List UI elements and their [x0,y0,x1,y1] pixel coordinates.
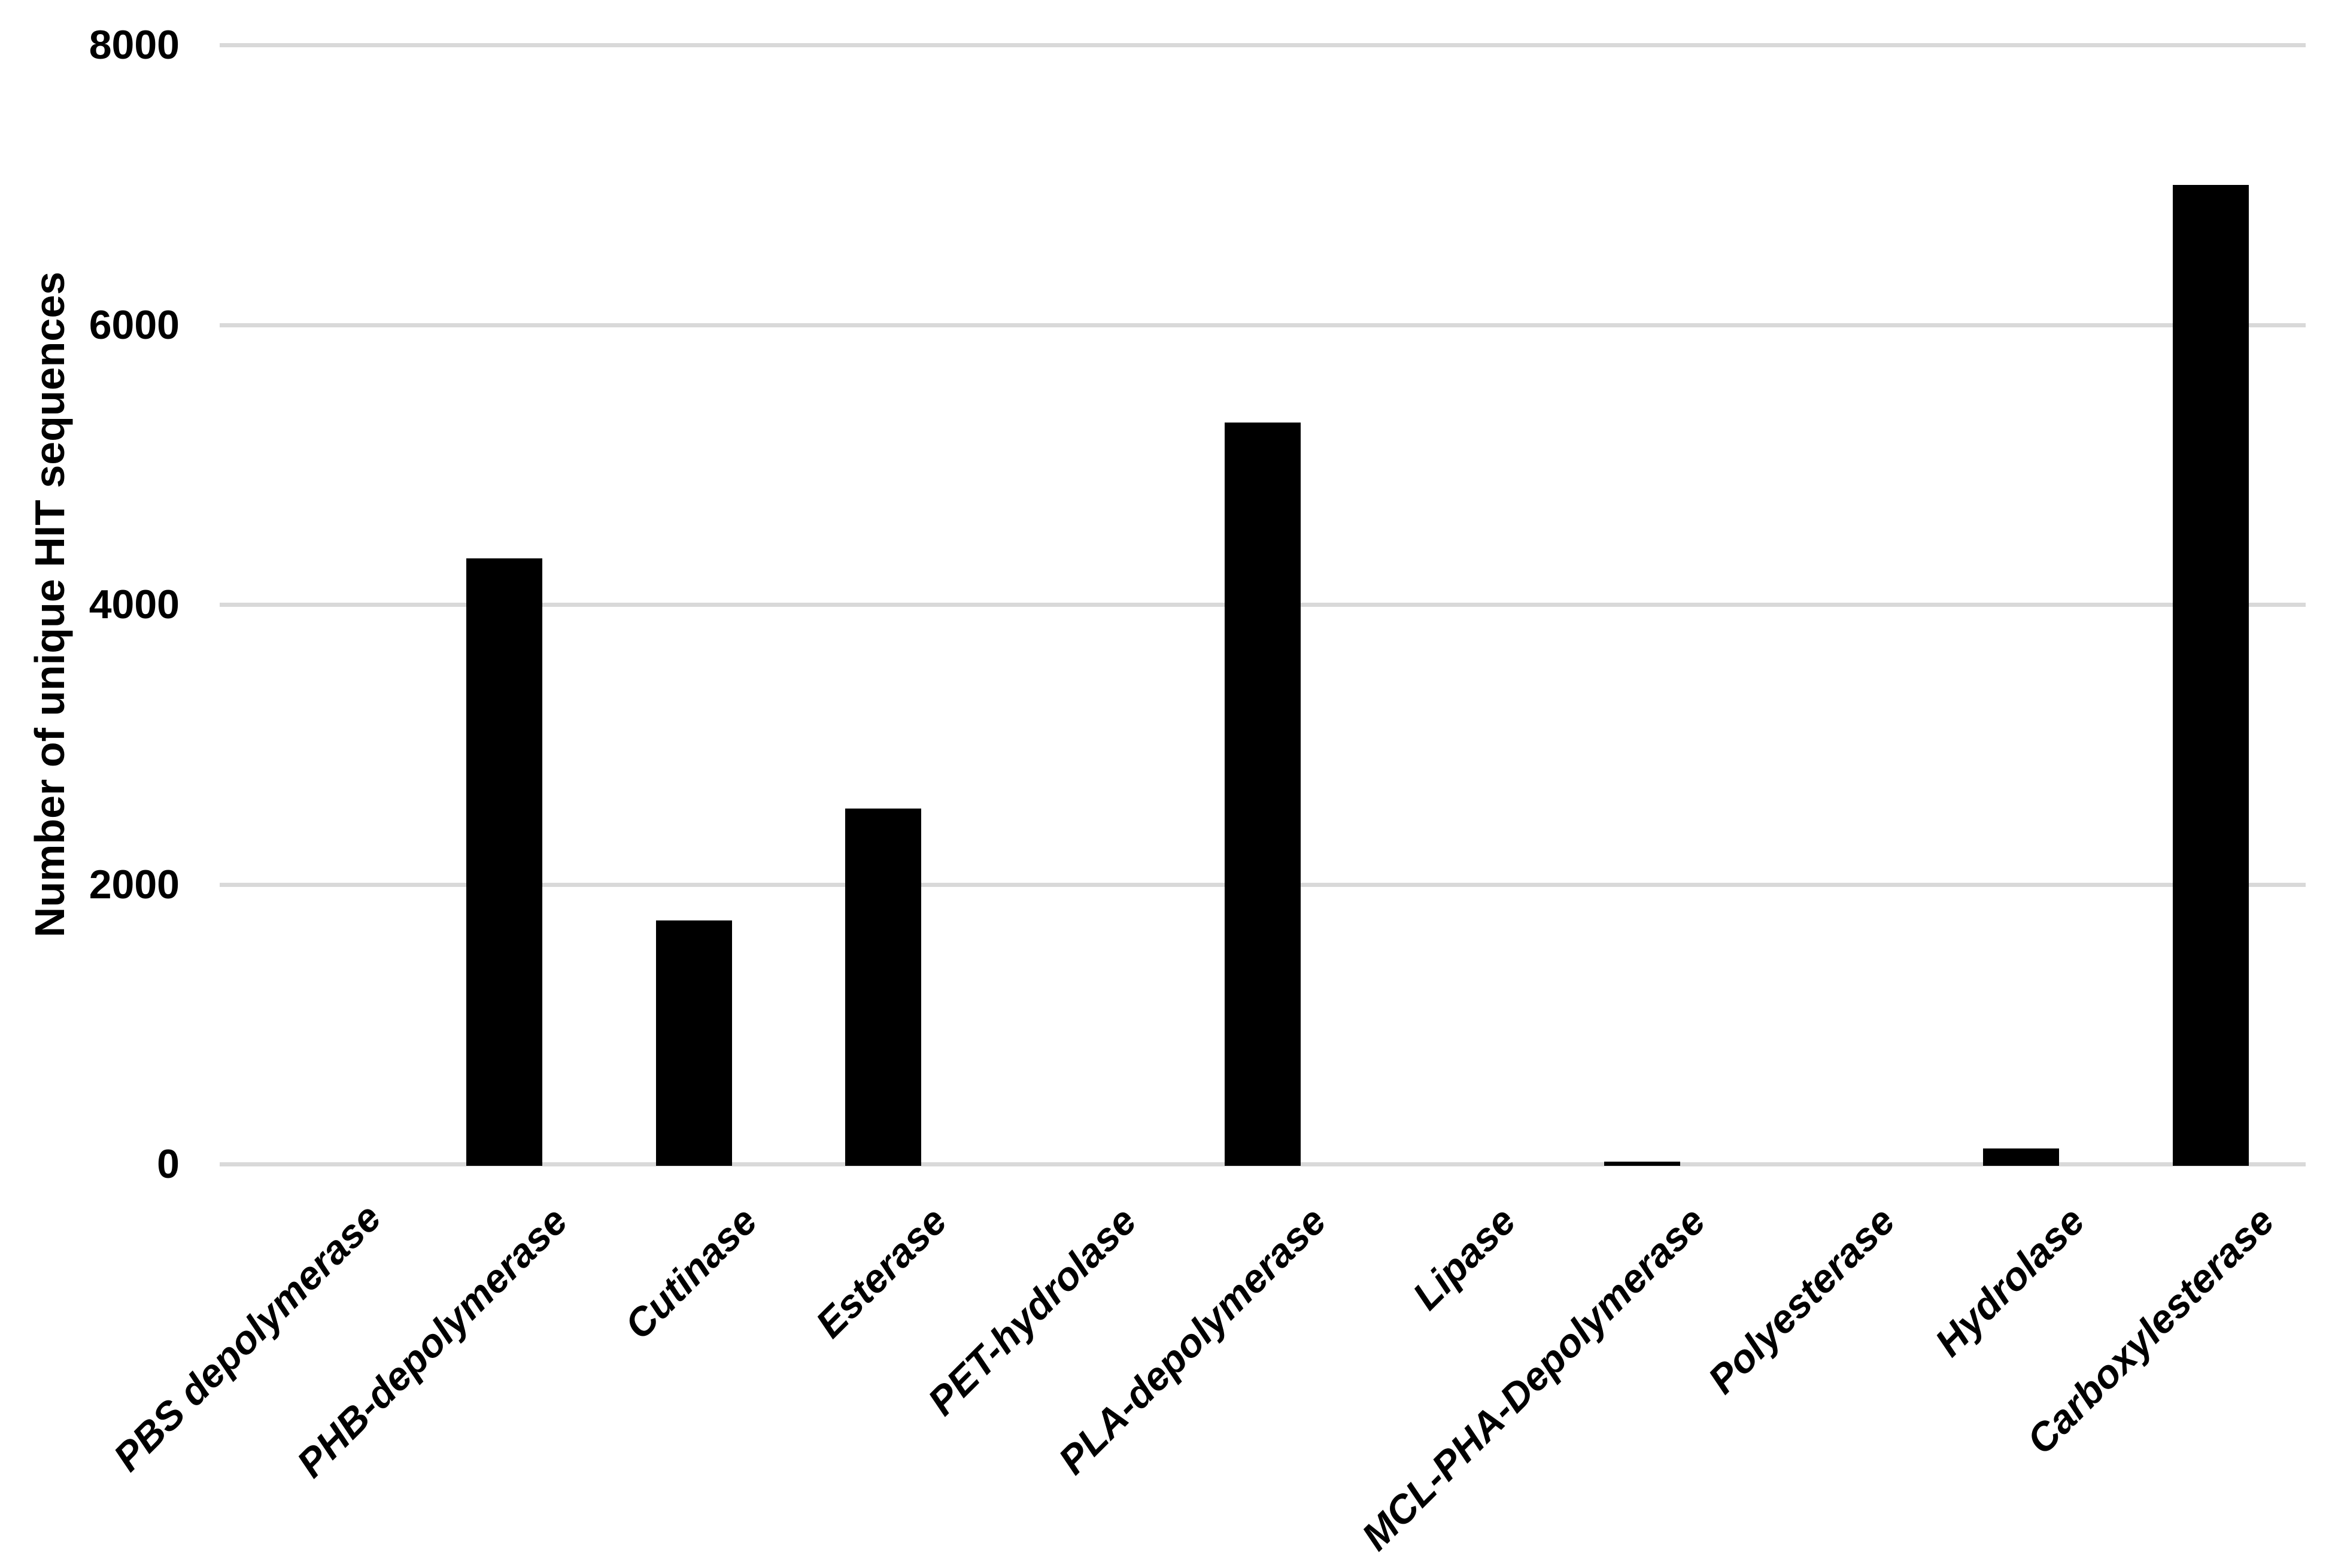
y-tick-label: 4000 [89,582,180,627]
y-tick-label: 2000 [89,861,180,907]
bar [466,558,542,1166]
bar [2173,184,2249,1166]
bar [1225,423,1301,1166]
gridline [220,323,2306,327]
y-tick-label: 8000 [89,22,180,68]
bar [1983,1148,2060,1166]
bar [655,920,732,1166]
bar [1604,1162,1680,1166]
bar [845,809,922,1166]
y-tick-label: 6000 [89,302,180,348]
y-tick-label: 0 [157,1141,180,1187]
gridline [220,43,2306,47]
